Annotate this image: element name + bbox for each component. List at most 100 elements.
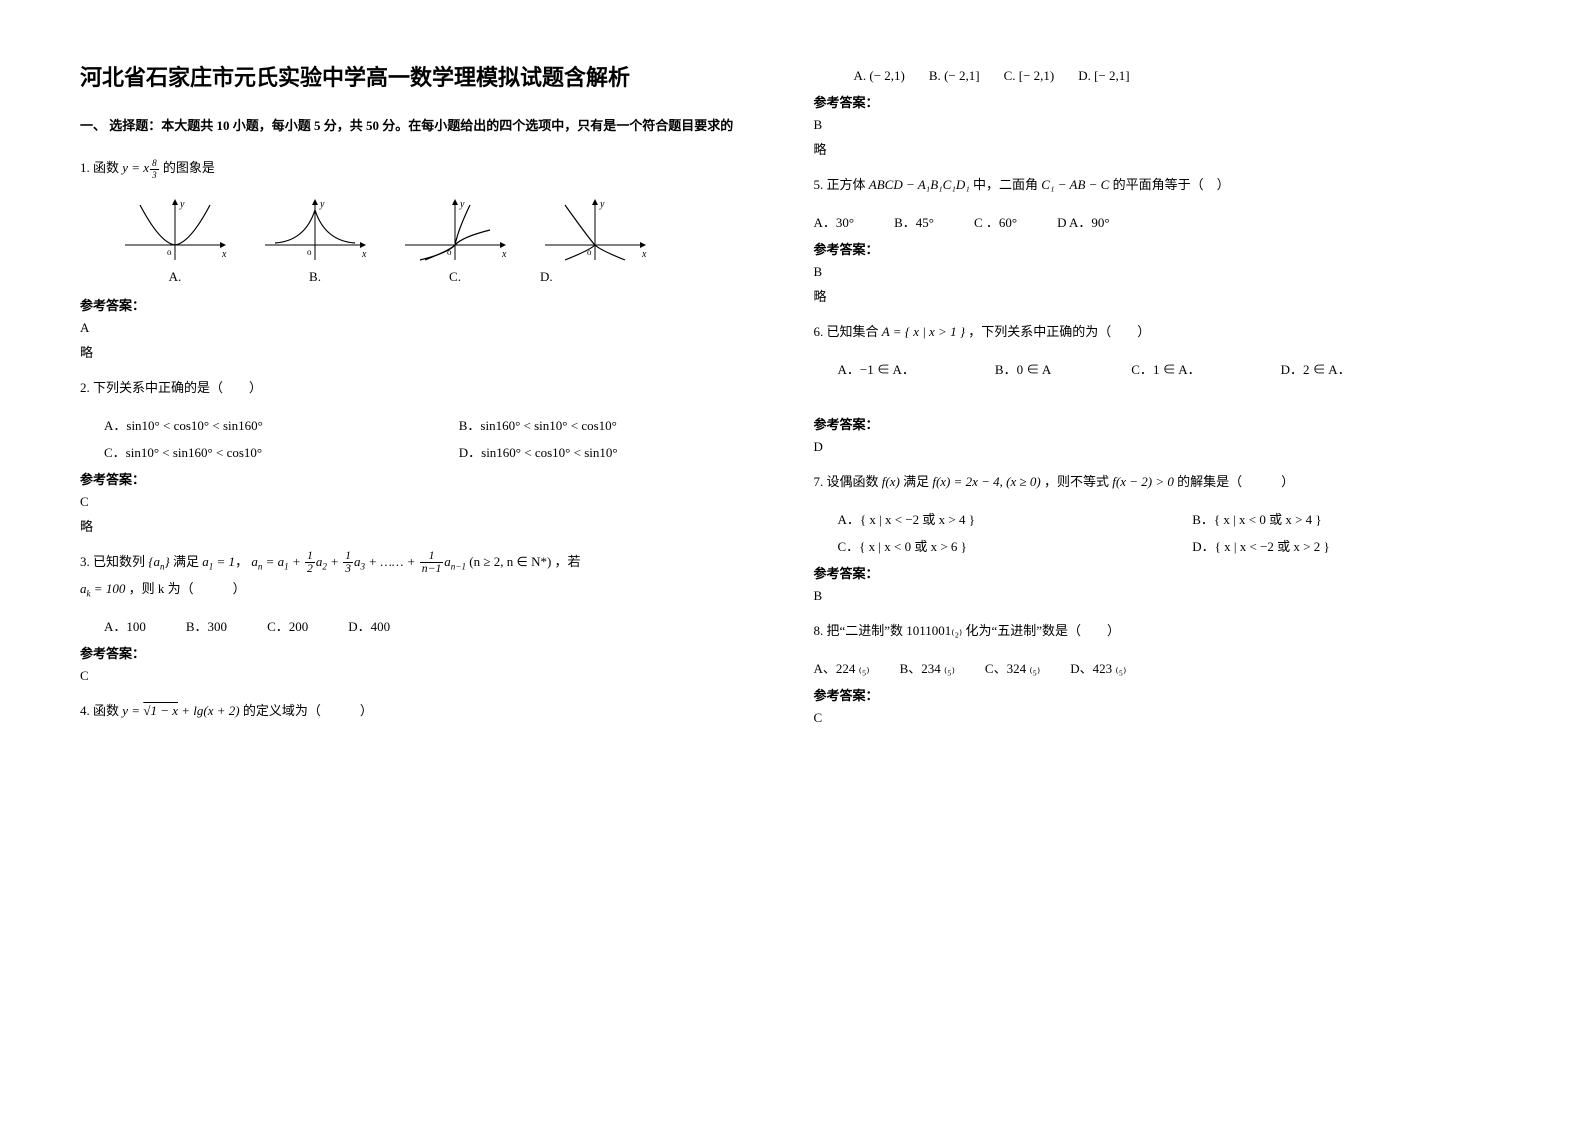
q7-answer: B: [814, 588, 1508, 604]
q1-post: 的图象是: [163, 160, 215, 175]
q1-graphs: x y o x y o: [120, 195, 774, 285]
question-7: 7. 设偶函数 f(x) 满足 f(x) = 2x − 4, (x ≥ 0) ，…: [814, 469, 1508, 495]
q4-opt-d: D. [− 2,1]: [1078, 68, 1129, 84]
q4-omit: 略: [814, 139, 1508, 158]
q3-opt-d: D．400: [348, 616, 390, 635]
q1-omit: 略: [80, 342, 774, 361]
q3-opt-c: C．200: [267, 616, 308, 635]
q3-p5: ，则 k 为（ ）: [129, 581, 246, 596]
q7-fdef: f(x) = 2x − 4, (x ≥ 0): [932, 474, 1040, 489]
graph-label-d: D.: [540, 269, 650, 285]
q1-prefix: 1. 函数: [80, 160, 119, 175]
q7-opt-d: D．{ x | x < −2 或 x > 2 }: [1192, 536, 1507, 555]
q2-options: A．sin10° < cos10° < sin160° B．sin160° < …: [104, 415, 774, 461]
svg-text:y: y: [599, 199, 605, 210]
q6-opt-d: D．2 ∈ A．: [1281, 359, 1351, 378]
graph-label-b: B.: [260, 269, 370, 285]
q1-exponent: 83: [150, 159, 159, 179]
q8-opt-d: D、423 ₍₅₎: [1070, 658, 1126, 677]
q2-omit: 略: [80, 516, 774, 535]
q3-p2: 满足: [173, 554, 199, 569]
q3-a1: a1 = 1: [202, 554, 235, 569]
question-1: 1. 函数 y = x83 的图象是: [80, 155, 774, 181]
q7-opt-c: C．{ x | x < 0 或 x > 6 }: [838, 536, 1153, 555]
q8-answer: C: [814, 710, 1508, 726]
q3-answer: C: [80, 668, 774, 684]
answer-label: 参考答案：: [814, 685, 1508, 704]
q6-options: A．−1 ∈ A． B．0 ∈ A C．1 ∈ A． D．2 ∈ A．: [838, 359, 1508, 378]
q7-options: A．{ x | x < −2 或 x > 4 } B．{ x | x < 0 或…: [838, 509, 1508, 555]
q4-opt-c: C. [− 2,1): [1004, 68, 1055, 84]
graph-label-a: A.: [120, 269, 230, 285]
question-3: 3. 已知数列 {an} 满足 a1 = 1， an = a1 + 12a2 +…: [80, 549, 774, 603]
q7-opt-b: B．{ x | x < 0 或 x > 4 }: [1192, 509, 1507, 528]
q7-p1: 7. 设偶函数: [814, 474, 879, 489]
q4-p1: 4. 函数: [80, 703, 119, 718]
svg-text:y: y: [319, 199, 325, 210]
question-4: 4. 函数 y = √1 − x + lg(x + 2) 的定义域为（ ）: [80, 698, 774, 724]
q4-opt-b: B. (− 2,1]: [929, 68, 980, 84]
svg-text:o: o: [167, 247, 172, 257]
answer-label: 参考答案：: [80, 295, 774, 314]
q3-tail: (n ≥ 2, n ∈ N*): [469, 554, 551, 569]
answer-label: 参考答案：: [80, 469, 774, 488]
question-5: 5. 正方体 ABCD − A₁B₁C₁D₁ 中，二面角 C₁ − AB − C…: [814, 172, 1508, 198]
q4-expr: y = √1 − x + lg(x + 2): [122, 703, 239, 718]
q5-opt-d: D A．90°: [1057, 212, 1110, 231]
q5-p2: 中，二面角: [973, 177, 1038, 192]
q2-opt-a: A．sin10° < cos10° < sin160°: [104, 415, 419, 434]
q7-p3: ，则不等式: [1044, 474, 1109, 489]
q6-opt-a: A．−1 ∈ A．: [838, 359, 915, 378]
q2-opt-c: C．sin10° < sin160° < cos10°: [104, 442, 419, 461]
answer-label: 参考答案：: [814, 414, 1508, 433]
q4-p2: 的定义域为（ ）: [243, 703, 373, 718]
q2-answer: C: [80, 494, 774, 510]
page: 河北省石家庄市元氏实验中学高一数学理模拟试题含解析 一、 选择题：本大题共 10…: [0, 0, 1587, 798]
q8-options: A、224 ₍₅₎ B、234 ₍₅₎ C、324 ₍₅₎ D、423 ₍₅₎: [814, 658, 1508, 677]
svg-text:y: y: [179, 199, 185, 210]
section-heading: 一、 选择题：本大题共 10 小题，每小题 5 分，共 50 分。在每小题给出的…: [80, 116, 774, 137]
q6-opt-c: C．1 ∈ A．: [1131, 359, 1200, 378]
q4-answer: B: [814, 117, 1508, 133]
q6-answer: D: [814, 439, 1508, 455]
q5-options: A．30° B．45° C ．60° D A．90°: [814, 212, 1508, 231]
q8-opt-b: B、234 ₍₅₎: [900, 658, 955, 677]
question-2: 2. 下列关系中正确的是（ ）: [80, 375, 774, 401]
q3-p3: ，: [235, 554, 248, 569]
q5-omit: 略: [814, 286, 1508, 305]
q1-answer: A: [80, 320, 774, 336]
question-6: 6. 已知集合 A = { x | x > 1 } ，下列关系中正确的为（ ）: [814, 319, 1508, 345]
q3-options: A．100 B．300 C．200 D．400: [104, 616, 774, 635]
q2-opt-d: D．sin160° < cos10° < sin10°: [459, 442, 774, 461]
answer-label: 参考答案：: [814, 563, 1508, 582]
svg-text:x: x: [641, 249, 647, 260]
q8-opt-a: A、224 ₍₅₎: [814, 658, 870, 677]
q6-set: A = { x | x > 1 }: [882, 324, 965, 339]
answer-label: 参考答案：: [814, 92, 1508, 111]
graph-b: x y o: [260, 195, 370, 265]
q5-opt-c: C ．60°: [974, 212, 1017, 231]
q6-p1: 6. 已知集合: [814, 324, 879, 339]
q3-p4: ，若: [555, 554, 581, 569]
q8-opt-c: C、324 ₍₅₎: [985, 658, 1040, 677]
svg-text:y: y: [459, 199, 465, 210]
left-column: 河北省石家庄市元氏实验中学高一数学理模拟试题含解析 一、 选择题：本大题共 10…: [80, 60, 774, 738]
q6-opt-b: B．0 ∈ A: [995, 359, 1051, 378]
q2-opt-b: B．sin160° < sin10° < cos10°: [459, 415, 774, 434]
q3-seq: {an}: [148, 554, 169, 569]
q5-cube: ABCD − A₁B₁C₁D₁: [869, 177, 970, 192]
q7-p4: 的解集是（ ）: [1177, 474, 1294, 489]
q1-expr: y = x: [122, 160, 149, 175]
q7-fx2: f(x − 2) > 0: [1112, 474, 1174, 489]
q5-opt-a: A．30°: [814, 212, 855, 231]
graph-d: x y o: [540, 195, 650, 265]
right-column: A. (− 2,1) B. (− 2,1] C. [− 2,1) D. [− 2…: [814, 60, 1508, 738]
q3-opt-a: A．100: [104, 616, 146, 635]
q4-options: A. (− 2,1) B. (− 2,1] C. [− 2,1) D. [− 2…: [854, 68, 1508, 84]
q3-opt-b: B．300: [186, 616, 227, 635]
graph-label-c: C.: [400, 269, 510, 285]
svg-text:o: o: [307, 247, 312, 257]
answer-label: 参考答案：: [80, 643, 774, 662]
graph-c: x y o: [400, 195, 510, 265]
q5-answer: B: [814, 264, 1508, 280]
